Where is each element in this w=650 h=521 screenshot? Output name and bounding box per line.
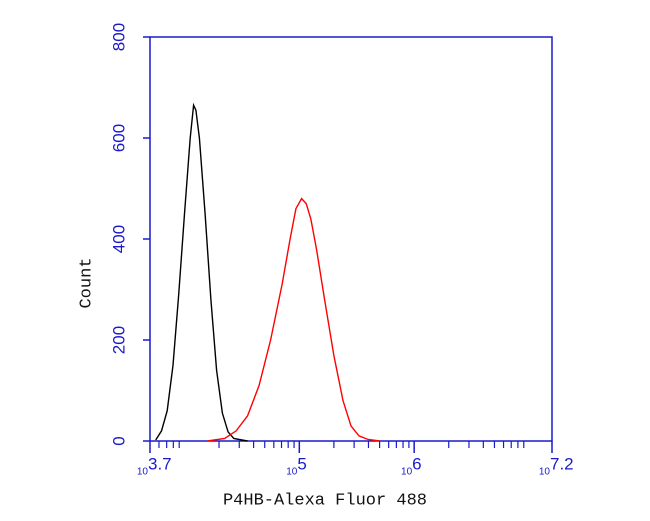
y-tick-label: 800 [109, 23, 128, 51]
y-tick-label: 400 [109, 225, 128, 253]
plot-frame [149, 36, 553, 442]
x-tick-base: 10 [137, 467, 149, 478]
x-axis-title: P4HB-Alexa Fluor 488 [223, 491, 427, 510]
x-tick-base: 10 [539, 467, 551, 478]
y-tick-label: 200 [109, 326, 128, 354]
y-axis-title: Count [77, 257, 96, 308]
x-tick-label: 7.2 [550, 454, 574, 473]
histogram-line [155, 102, 248, 442]
x-tick-base: 10 [401, 467, 413, 478]
x-tick-label: 5 [297, 454, 306, 473]
y-tick-label: 600 [109, 124, 128, 152]
x-tick-label: 6 [412, 454, 421, 473]
x-tick-base: 10 [286, 467, 298, 478]
histogram-line [207, 197, 380, 442]
x-tick-label: 3.7 [148, 454, 172, 473]
y-tick-label: 0 [109, 436, 128, 445]
